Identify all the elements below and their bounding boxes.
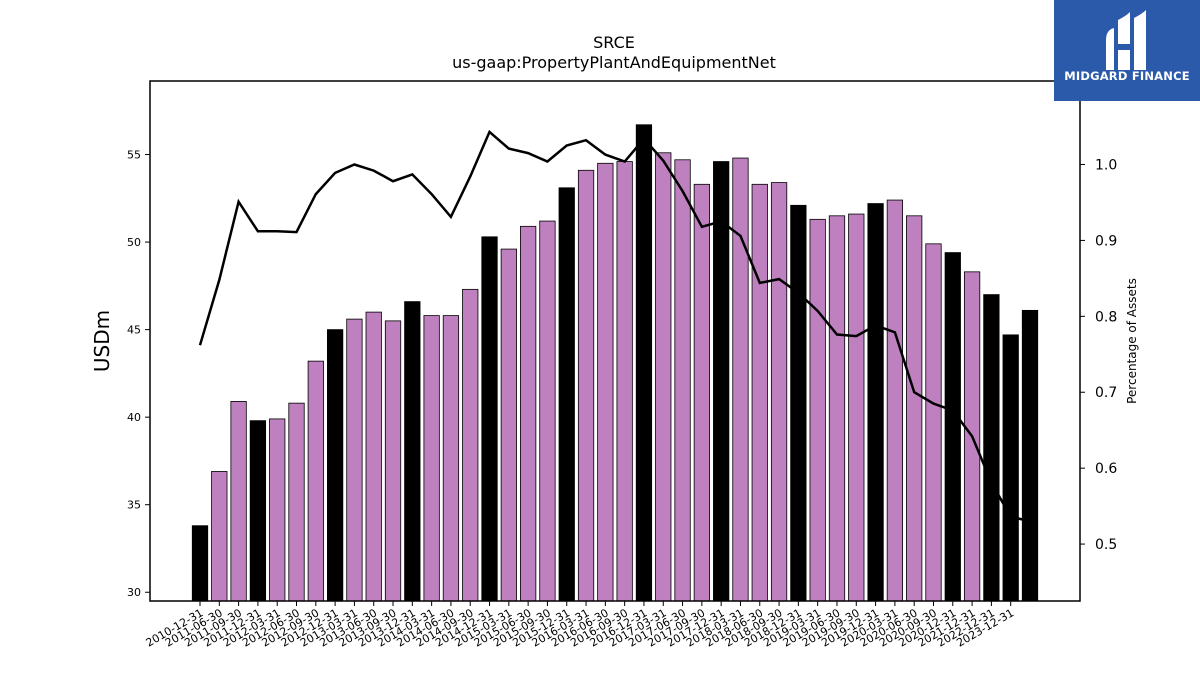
brand-logo: MIDGARD FINANCE	[1054, 0, 1200, 101]
bar	[481, 236, 498, 602]
y-axis-label: USDm	[90, 310, 114, 372]
bar	[577, 169, 595, 602]
bar	[384, 320, 402, 602]
bar	[828, 215, 846, 602]
bar	[693, 183, 710, 602]
bar	[520, 225, 537, 602]
bar	[848, 213, 865, 602]
x-axis: 2010-12-312011-06-302011-09-302011-12-31…	[144, 601, 1016, 650]
bar	[269, 418, 286, 602]
y2-tick-label: 0.5	[1095, 537, 1117, 553]
y-tick-label: 30	[127, 586, 141, 599]
bar	[790, 204, 807, 602]
bar	[500, 248, 517, 602]
bar	[770, 182, 788, 602]
y2-axis-label: Percentage of Assets	[1125, 278, 1139, 404]
y-tick-label: 40	[127, 411, 141, 424]
bar	[983, 294, 1000, 602]
bar	[906, 215, 923, 602]
line-path	[198, 129, 1031, 523]
plot-frame	[149, 80, 1081, 602]
bar	[423, 315, 440, 602]
bar	[191, 525, 209, 602]
bar	[539, 220, 556, 602]
bar	[635, 124, 653, 602]
bar	[249, 420, 267, 602]
bar	[442, 315, 460, 602]
bar	[326, 329, 344, 602]
bar	[616, 161, 633, 602]
bar	[925, 243, 942, 602]
bar	[346, 318, 363, 602]
bar	[404, 301, 421, 602]
bar	[809, 218, 826, 602]
bar	[1021, 309, 1039, 602]
y-tick-label: 45	[127, 324, 141, 337]
bars	[191, 124, 1039, 602]
y-tick-label: 50	[127, 236, 141, 249]
y-tick-label: 55	[127, 149, 141, 162]
chart-subtitle: us-gaap:PropertyPlantAndEquipmentNet	[452, 53, 776, 72]
bar	[886, 199, 903, 602]
bar	[713, 161, 730, 602]
bar	[732, 157, 749, 602]
bar	[230, 400, 247, 602]
y2-tick-label: 0.9	[1095, 233, 1117, 249]
y2-tick-label: 1.0	[1095, 158, 1117, 174]
bar	[307, 360, 324, 602]
y-tick-label: 35	[127, 499, 141, 512]
bar	[597, 162, 614, 602]
bar	[558, 187, 575, 602]
bar	[462, 288, 479, 602]
bar	[655, 152, 672, 602]
bar	[365, 311, 382, 602]
y2-tick-label: 0.7	[1095, 385, 1117, 401]
midgard-logo-icon	[1106, 10, 1146, 70]
bar	[867, 203, 884, 602]
chart-title: SRCE	[593, 33, 635, 52]
y2-tick-label: 0.8	[1095, 309, 1117, 325]
bar	[944, 252, 961, 602]
bar	[751, 183, 768, 602]
bar	[1002, 334, 1019, 602]
y-axis-right: 0.5 0.6 0.7 0.8 0.9 1.0	[1080, 158, 1117, 553]
y-axis-left: 30 35 40 45 50 55	[127, 149, 150, 599]
brand-name: MIDGARD FINANCE	[1064, 69, 1190, 83]
y2-tick-label: 0.6	[1095, 461, 1117, 477]
bar	[211, 471, 228, 602]
bar	[288, 402, 305, 602]
bar	[674, 159, 691, 602]
line-series	[198, 129, 1031, 523]
